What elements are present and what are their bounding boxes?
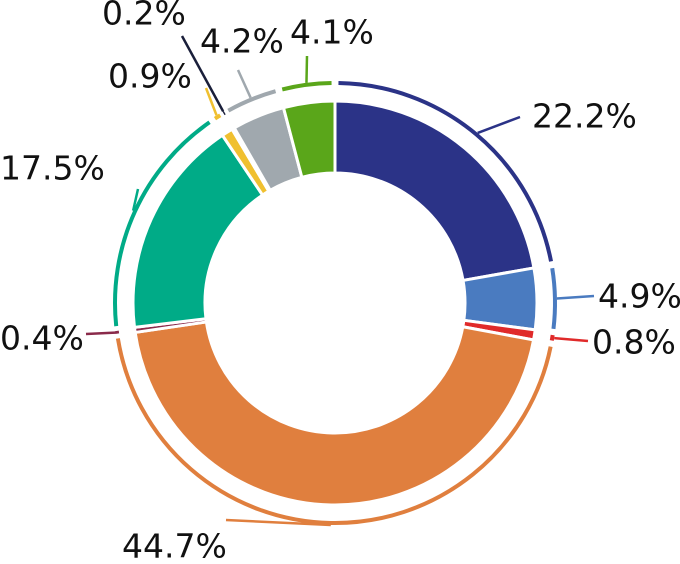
leader-line <box>556 294 595 300</box>
outer-band-arc <box>549 334 555 341</box>
outer-band-arc <box>113 120 211 327</box>
leader-line <box>180 35 225 112</box>
leader-line <box>305 55 309 83</box>
slice-percent-label: 0.4% <box>0 319 84 358</box>
outer-band-arc <box>115 338 553 525</box>
donut-slice <box>333 99 536 282</box>
leader-line <box>85 331 116 336</box>
outer-band-arc <box>213 113 222 121</box>
outer-band-arc <box>550 267 557 330</box>
outer-band-arc <box>222 110 226 116</box>
slice-percent-label: 4.1% <box>290 13 374 52</box>
leader-line <box>225 518 331 527</box>
slice-percent-label: 0.9% <box>108 57 192 96</box>
leader-line <box>236 69 252 99</box>
slice-percent-label: 17.5% <box>0 149 105 188</box>
leader-line <box>554 336 589 343</box>
slice-percent-label: 44.7% <box>122 527 227 564</box>
outer-band-arc <box>281 81 332 92</box>
slice-percent-label: 0.8% <box>592 323 676 362</box>
slice-percent-label: 22.2% <box>532 97 637 136</box>
leader-line <box>131 188 140 211</box>
leader-line <box>204 87 218 116</box>
donut-slice <box>281 99 337 179</box>
slice-percent-label: 4.2% <box>200 22 284 61</box>
slice-percent-label: 0.2% <box>102 0 186 33</box>
leader-line <box>477 115 521 135</box>
slice-percent-label: 4.9% <box>598 277 680 316</box>
outer-band-arc <box>227 89 277 113</box>
outer-band-arc <box>338 81 553 262</box>
donut-slice <box>133 320 536 507</box>
